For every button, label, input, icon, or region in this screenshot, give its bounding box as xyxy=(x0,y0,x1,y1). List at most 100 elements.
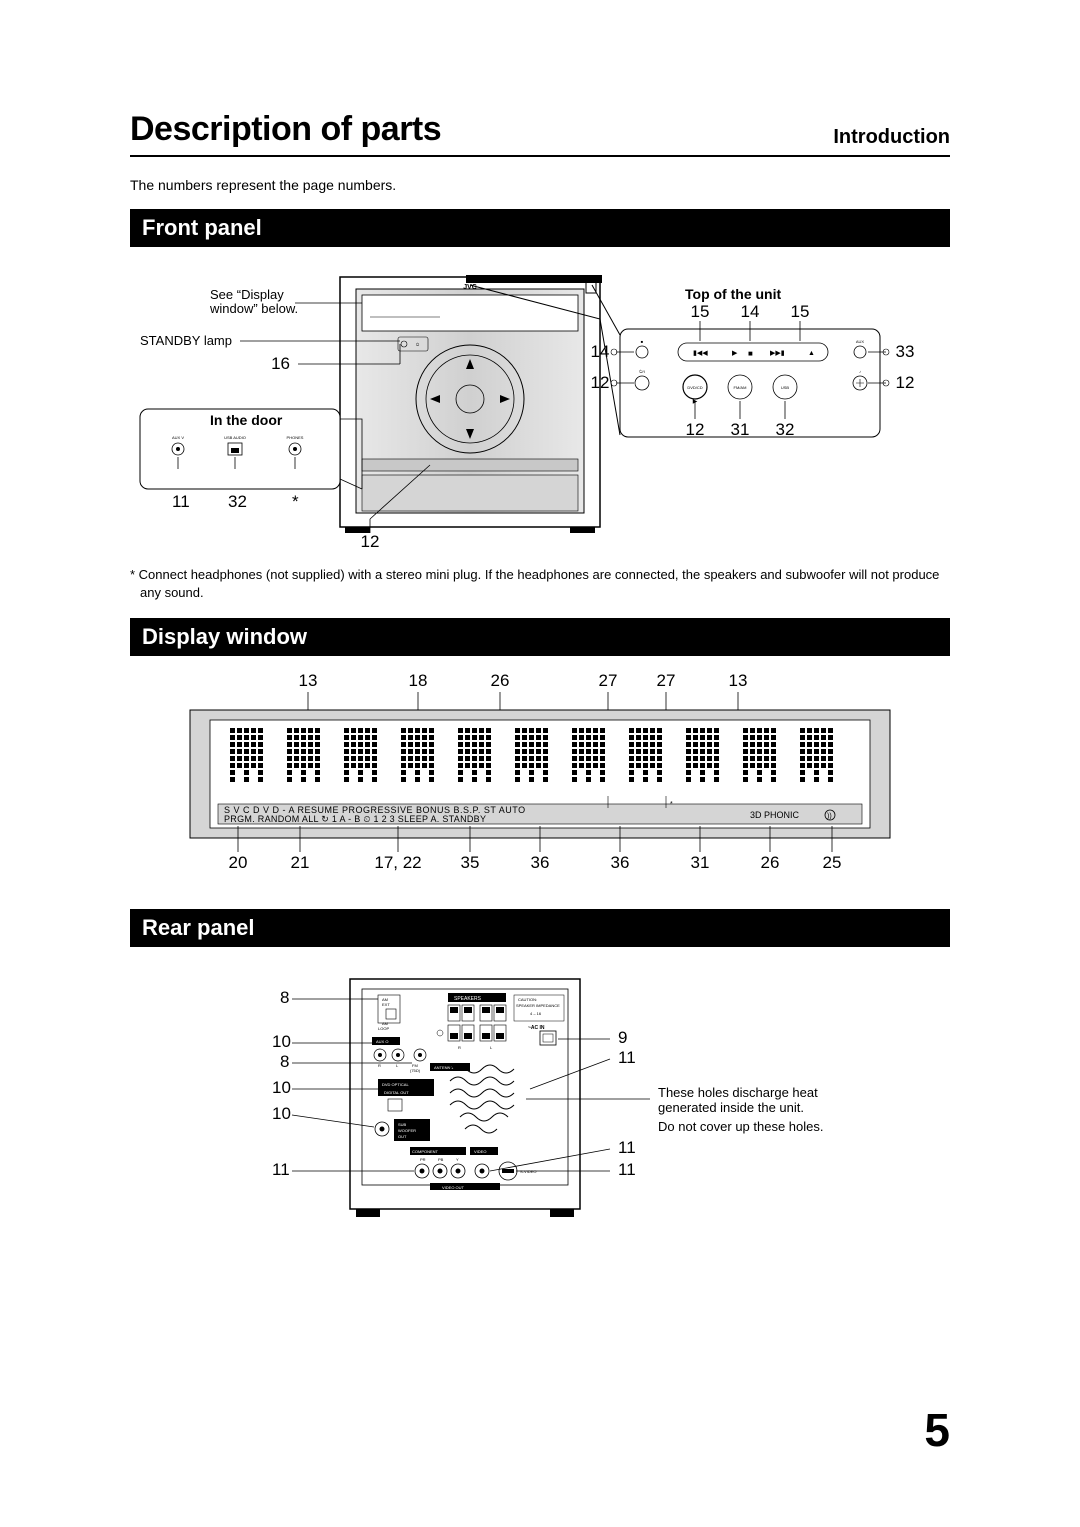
display-ref-label: See “Displaywindow” below. xyxy=(209,287,298,316)
svg-text:15: 15 xyxy=(791,302,810,321)
section-front-panel: Front panel xyxy=(130,209,950,247)
svg-text:(75Ω): (75Ω) xyxy=(410,1068,421,1073)
svg-text:⏻/I: ⏻/I xyxy=(639,369,644,374)
svg-text:12: 12 xyxy=(591,373,610,392)
unit-body-icon: JVC ⏻ xyxy=(340,277,600,533)
svg-text:20: 20 xyxy=(229,853,248,872)
svg-text:32: 32 xyxy=(776,420,795,439)
svg-text:S-VIDEO: S-VIDEO xyxy=(520,1169,536,1174)
svg-text:COMPONENT: COMPONENT xyxy=(412,1149,439,1154)
svg-text:9: 9 xyxy=(618,1028,627,1047)
svg-text:DIGITAL OUT: DIGITAL OUT xyxy=(384,1090,409,1095)
svg-text:33: 33 xyxy=(896,342,915,361)
svg-text:PHONES: PHONES xyxy=(287,435,304,440)
door-num-32: 32 xyxy=(228,492,247,511)
phonic-label: 3D PHONIC xyxy=(750,810,800,820)
svg-text:18: 18 xyxy=(409,671,428,690)
title-row: Description of parts Introduction xyxy=(130,110,950,157)
svg-text:8: 8 xyxy=(280,1052,289,1071)
rear-panel-diagram: AM EXT AM LOOP SPEAKERS R L CAUTION: SPE… xyxy=(130,959,950,1229)
svg-text:SUB: SUB xyxy=(398,1122,407,1127)
svg-text:25: 25 xyxy=(823,853,842,872)
svg-text:DVD OPTICAL: DVD OPTICAL xyxy=(382,1082,409,1087)
svg-text:AUX O: AUX O xyxy=(376,1039,388,1044)
svg-text:12: 12 xyxy=(686,420,705,439)
svg-text:AUX: AUX xyxy=(856,339,865,344)
svg-text:26: 26 xyxy=(491,671,510,690)
svg-text:ANTENNA: ANTENNA xyxy=(434,1065,453,1070)
svg-text:▶▶▮: ▶▶▮ xyxy=(770,350,785,357)
svg-text:SPEAKER IMPEDANCE: SPEAKER IMPEDANCE xyxy=(516,1003,560,1008)
svg-text:SPEAKERS: SPEAKERS xyxy=(454,996,482,1002)
svg-text:10: 10 xyxy=(272,1104,291,1123)
svg-text:R: R xyxy=(378,1063,381,1068)
svg-text:11: 11 xyxy=(618,1048,636,1067)
svg-text:17, 22: 17, 22 xyxy=(374,853,421,872)
svg-text:USB: USB xyxy=(781,385,790,390)
svg-text:AUX V: AUX V xyxy=(172,435,184,440)
svg-text:11: 11 xyxy=(618,1160,636,1179)
svg-text:R: R xyxy=(458,1045,461,1050)
section-display-window: Display window xyxy=(130,618,950,656)
page-subtitle: Introduction xyxy=(833,126,950,149)
in-door-box: In the door AUX V USB AUDIO PHONES xyxy=(140,409,362,489)
svg-text:■: ■ xyxy=(748,349,753,358)
svg-text:15: 15 xyxy=(691,302,710,321)
svg-text:PB: PB xyxy=(438,1157,444,1162)
svg-text:LOOP: LOOP xyxy=(378,1026,389,1031)
page-number: 5 xyxy=(924,1403,950,1457)
svg-text:~AC IN: ~AC IN xyxy=(528,1025,545,1031)
svg-text:♪: ♪ xyxy=(859,369,861,374)
svg-text:WOOFER: WOOFER xyxy=(398,1128,416,1133)
svg-text:VIDEO OUT: VIDEO OUT xyxy=(442,1185,465,1190)
svg-text:▮◀◀: ▮◀◀ xyxy=(693,350,708,357)
svg-text:11: 11 xyxy=(618,1138,636,1157)
svg-text:26: 26 xyxy=(761,853,780,872)
svg-text:13: 13 xyxy=(729,671,748,690)
svg-text:10: 10 xyxy=(272,1032,291,1051)
svg-text:11: 11 xyxy=(272,1160,290,1179)
display-line2: PRGM. RANDOM ALL ↻ 1 A - B ⏲ 1 2 3 SLEEP… xyxy=(224,814,486,824)
svg-text:14: 14 xyxy=(741,302,760,321)
svg-text:DVD/CD: DVD/CD xyxy=(687,385,702,390)
svg-text:Y: Y xyxy=(456,1157,459,1162)
svg-text:12: 12 xyxy=(896,373,915,392)
svg-text:VIDEO: VIDEO xyxy=(474,1149,486,1154)
callout-16: 16 xyxy=(271,354,290,373)
svg-text:)): )) xyxy=(827,813,832,820)
svg-text:FM/AM: FM/AM xyxy=(734,385,747,390)
svg-text:4 – 16: 4 – 16 xyxy=(530,1011,542,1016)
svg-text:27: 27 xyxy=(657,671,676,690)
svg-text:PR: PR xyxy=(420,1157,426,1162)
display-window-diagram: 13 18 26 27 27 13 xyxy=(130,668,950,888)
svg-text:CAUTION:: CAUTION: xyxy=(518,997,537,1002)
heat-note-2: Do not cover up these holes. xyxy=(658,1119,824,1134)
door-num-star: * xyxy=(292,492,299,511)
in-door-label: In the door xyxy=(210,412,283,428)
intro-text: The numbers represent the page numbers. xyxy=(130,177,950,193)
page-title: Description of parts xyxy=(130,110,441,149)
svg-text:35: 35 xyxy=(461,853,480,872)
section-rear-panel: Rear panel xyxy=(130,909,950,947)
svg-text:8: 8 xyxy=(280,988,289,1007)
svg-text:10: 10 xyxy=(272,1078,291,1097)
svg-text:OUT: OUT xyxy=(398,1134,407,1139)
svg-text:27: 27 xyxy=(599,671,618,690)
front-panel-diagram: JVC ⏻ See “Displaywindow” below. xyxy=(130,259,950,549)
display-top-callouts: 13 18 26 27 27 13 xyxy=(299,671,748,710)
svg-text:USB AUDIO: USB AUDIO xyxy=(224,435,246,440)
svg-text:36: 36 xyxy=(531,853,550,872)
heat-note-1: These holes discharge heatgenerated insi… xyxy=(658,1085,818,1115)
svg-text:▲: ▲ xyxy=(808,350,815,357)
svg-text:31: 31 xyxy=(691,853,710,872)
top-label: Top of the unit xyxy=(685,286,781,302)
svg-text:36: 36 xyxy=(611,853,630,872)
svg-text:*: * xyxy=(670,801,673,808)
svg-text:13: 13 xyxy=(299,671,318,690)
standby-label: STANDBY lamp xyxy=(140,333,232,348)
svg-text:▶: ▶ xyxy=(732,350,738,357)
svg-text:21: 21 xyxy=(291,853,310,872)
svg-text:31: 31 xyxy=(731,420,750,439)
door-num-11: 11 xyxy=(172,492,190,511)
bottom-12: 12 xyxy=(361,532,380,549)
